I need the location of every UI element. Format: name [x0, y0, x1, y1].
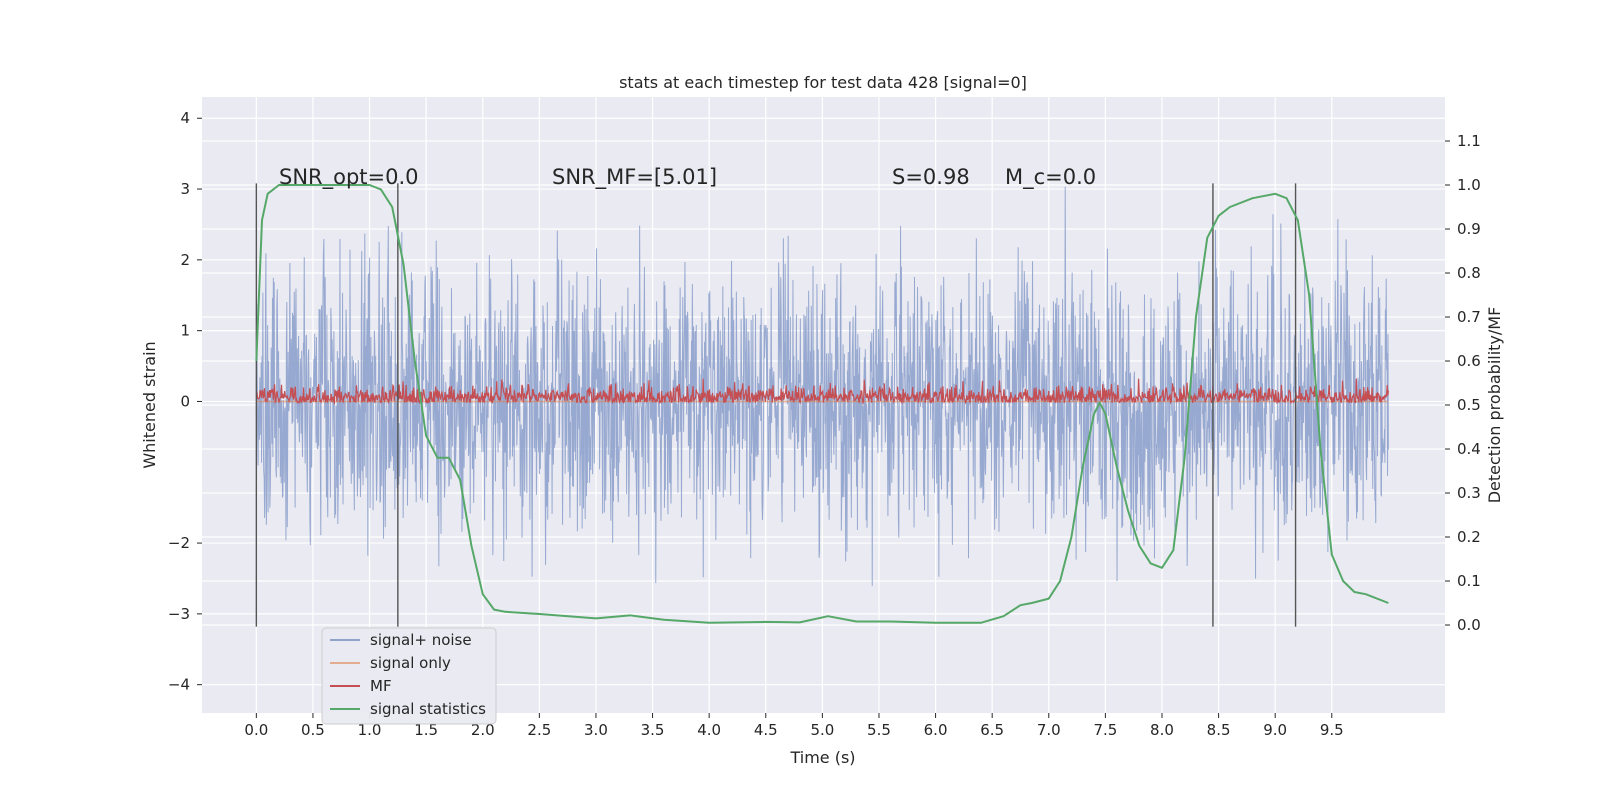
- x-tick-label: 6.0: [924, 721, 948, 739]
- y2-tick-label: 0.6: [1457, 352, 1481, 370]
- axes-ticks: 0.0 0.5 1.0 1.5 2.0 2.5 3.0 3.5 4.0 4.5 5.0 5.5 6.0 6…: [168, 109, 1481, 739]
- y2-tick-label: 0.7: [1457, 308, 1481, 326]
- y-axis-label: Whitened strain: [140, 341, 159, 468]
- y-tick-label: 1: [180, 322, 190, 340]
- x-tick-label: 9.5: [1320, 721, 1344, 739]
- legend-label-signal-only: signal only: [370, 654, 451, 672]
- mf-series: [255, 378, 1389, 406]
- x-tick-label: 4.5: [754, 721, 778, 739]
- x-axis-label: Time (s): [789, 748, 855, 767]
- x-tick-label: 0.0: [244, 721, 268, 739]
- signal-statistics-series: [255, 184, 1389, 624]
- chart-title: stats at each timestep for test data 428…: [619, 73, 1027, 92]
- x-tick-label: 3.0: [584, 721, 608, 739]
- x-tick-label: 8.0: [1150, 721, 1174, 739]
- y2-tick-label: 1.0: [1457, 176, 1481, 194]
- x-tick-label: 2.5: [527, 721, 551, 739]
- annotations: SNR_opt=0.0 SNR_MF=[5.01] S=0.98 M_c=0.0: [279, 165, 1096, 190]
- y-tick-label: 2: [180, 251, 190, 269]
- y2-tick-label: 1.1: [1457, 132, 1481, 150]
- y-tick-label: −3: [168, 605, 190, 623]
- y-tick-label: −4: [168, 676, 190, 694]
- x-tick-label: 1.0: [358, 721, 382, 739]
- x-tick-label: 5.0: [810, 721, 834, 739]
- legend-label-mf: MF: [370, 677, 392, 695]
- legend-label-signal-statistics: signal statistics: [370, 700, 486, 718]
- annotation-mc: M_c=0.0: [1005, 165, 1096, 190]
- y2-tick-label: 0.4: [1457, 440, 1481, 458]
- y-tick-label: 0: [180, 392, 190, 410]
- y-tick-label: 3: [180, 180, 190, 198]
- annotation-snr-mf: SNR_MF=[5.01]: [552, 165, 717, 190]
- legend-label-signal-noise: signal+ noise: [370, 631, 472, 649]
- mf-line: [255, 378, 1389, 406]
- x-tick-label: 7.5: [1093, 721, 1117, 739]
- legend: signal+ noise signal only MF signal stat…: [321, 627, 497, 725]
- annotation-s: S=0.98: [892, 165, 970, 189]
- y2-tick-label: 0.1: [1457, 572, 1481, 590]
- y2-tick-label: 0.8: [1457, 264, 1481, 282]
- x-tick-label: 8.5: [1207, 721, 1231, 739]
- y2-axis-label: Detection probability/MF: [1485, 307, 1504, 504]
- x-tick-label: 5.5: [867, 721, 891, 739]
- x-tick-label: 6.5: [980, 721, 1004, 739]
- y2-tick-label: 0.5: [1457, 396, 1481, 414]
- vertical-markers: [255, 183, 1297, 627]
- y2-tick-label: 0.2: [1457, 528, 1481, 546]
- y2-tick-label: 0.9: [1457, 220, 1481, 238]
- y-tick-label: −2: [168, 534, 190, 552]
- annotation-snr-opt: SNR_opt=0.0: [279, 165, 419, 190]
- x-tick-label: 1.5: [414, 721, 438, 739]
- x-tick-label: 2.0: [471, 721, 495, 739]
- x-tick-label: 0.5: [301, 721, 325, 739]
- x-tick-label: 3.5: [641, 721, 665, 739]
- y2-tick-label: 0.3: [1457, 484, 1481, 502]
- x-tick-label: 7.0: [1037, 721, 1061, 739]
- x-tick-label: 9.0: [1263, 721, 1287, 739]
- y2-tick-label: 0.0: [1457, 616, 1481, 634]
- legend-box: [321, 627, 497, 725]
- x-tick-label: 4.0: [697, 721, 721, 739]
- y-tick-label: 4: [180, 109, 190, 127]
- signal-statistics-line: [255, 184, 1389, 624]
